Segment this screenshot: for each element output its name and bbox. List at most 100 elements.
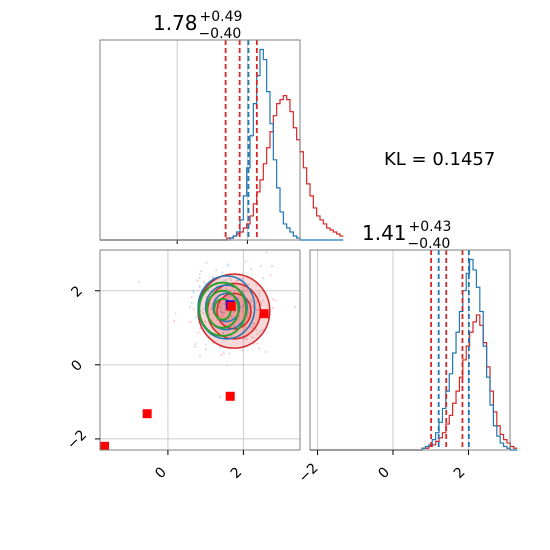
sample-dot: [195, 316, 198, 319]
sample-dot: [223, 279, 226, 282]
sample-dot: [215, 269, 218, 272]
hist-y-series: [310, 258, 518, 451]
panel-hist-y: −2 0 2 1.41 +0.43 −0.40: [296, 219, 518, 486]
sample-dot: [229, 289, 232, 292]
marker-3: [225, 391, 235, 401]
hist-x-quantiles: [224, 40, 258, 240]
sample-dot: [260, 301, 263, 304]
sample-dot: [229, 335, 232, 338]
sample-dot: [227, 331, 230, 334]
sample-dot: [230, 279, 233, 282]
sample-dot: [194, 343, 197, 346]
sample-dot: [232, 324, 235, 327]
scatter-ytick-label-1: 0: [68, 357, 86, 375]
hist-y-tick-label-2: 2: [451, 464, 469, 482]
sample-dot: [220, 315, 223, 318]
sample-dot: [250, 268, 253, 271]
sample-dot: [223, 303, 226, 306]
sample-dot: [259, 330, 262, 333]
sample-dot: [247, 283, 250, 286]
sample-dot: [244, 326, 247, 329]
contour-blue-2: [212, 292, 241, 323]
sample-dot: [257, 291, 260, 294]
sample-dot: [247, 312, 250, 315]
sample-dot: [189, 320, 192, 323]
sample-dot: [190, 301, 193, 304]
sample-dot: [243, 337, 246, 340]
sample-dot: [243, 290, 246, 293]
sample-dot: [222, 331, 225, 334]
sample-dot: [219, 395, 222, 398]
marker-5: [100, 441, 110, 450]
sample-dot: [258, 347, 261, 350]
sample-dot: [236, 279, 239, 282]
sample-dot: [221, 303, 224, 306]
sample-dot: [219, 306, 222, 309]
hist-x-title: 1.78 +0.49 −0.40: [153, 9, 242, 42]
panel-scatter: 0 2 −2 0 2: [64, 249, 301, 482]
sample-dot: [192, 289, 195, 292]
scatter-xtick-label-1: 2: [228, 464, 246, 482]
sample-dot: [189, 305, 192, 308]
sample-dot: [198, 273, 201, 276]
sample-dot: [219, 310, 222, 313]
sample-dot: [261, 329, 264, 332]
sample-dot: [199, 327, 202, 330]
sample-dot: [198, 276, 201, 279]
sample-dot: [192, 307, 195, 310]
sample-dot: [215, 318, 218, 321]
panel-hist-x: 1.78 +0.49 −0.40: [99, 9, 344, 244]
sample-dot: [246, 316, 249, 319]
sample-dot: [199, 354, 202, 357]
sample-dot: [221, 311, 224, 314]
sample-dot: [190, 296, 193, 299]
sample-dot: [208, 313, 211, 316]
sample-dot: [173, 319, 176, 322]
sample-dot: [255, 284, 258, 287]
sample-dot: [250, 300, 253, 303]
sample-dot: [202, 280, 205, 283]
sample-dot: [225, 364, 228, 367]
sample-dot: [271, 264, 274, 267]
sample-dot: [256, 342, 259, 345]
sample-dot: [215, 285, 218, 288]
sample-dot: [192, 291, 195, 294]
sample-dot: [202, 308, 205, 311]
sample-dot: [257, 308, 260, 311]
sample-dot: [251, 326, 254, 329]
sample-dot: [265, 251, 268, 254]
sample-dot: [232, 297, 235, 300]
sample-dot: [205, 261, 208, 264]
hist-x-series-blue: [100, 48, 344, 241]
sample-dot: [236, 318, 239, 321]
sample-dot: [229, 277, 232, 280]
sample-dot: [226, 263, 229, 266]
sample-dot: [219, 346, 222, 349]
sample-dot: [251, 336, 254, 339]
sample-dot: [246, 288, 249, 291]
sample-dot: [259, 265, 262, 268]
sample-dot: [265, 350, 268, 353]
sample-dot: [294, 306, 297, 309]
sample-dot: [241, 310, 244, 313]
contour-green-0: [198, 281, 248, 337]
sample-dot: [222, 352, 225, 355]
sample-dot: [204, 343, 207, 346]
sample-dot: [242, 271, 245, 274]
kl-annotation: KL = 0.1457: [384, 149, 495, 170]
sample-dot: [245, 338, 248, 341]
scatter-ytick-label-2: 2: [68, 283, 86, 301]
scatter-frame: [99, 249, 301, 451]
marker-4: [142, 409, 152, 419]
sample-dot: [232, 310, 235, 313]
hist-x-grid: [176, 40, 248, 244]
sample-dot: [225, 278, 228, 281]
sample-dot: [262, 299, 265, 302]
hist-y-tick-labels: −2 0 2: [296, 450, 469, 486]
sample-dot: [228, 352, 231, 355]
sample-dot: [196, 279, 199, 282]
sample-dot: [257, 294, 260, 297]
scatter-contours: [197, 273, 271, 349]
contour-blue-1: [204, 284, 248, 331]
